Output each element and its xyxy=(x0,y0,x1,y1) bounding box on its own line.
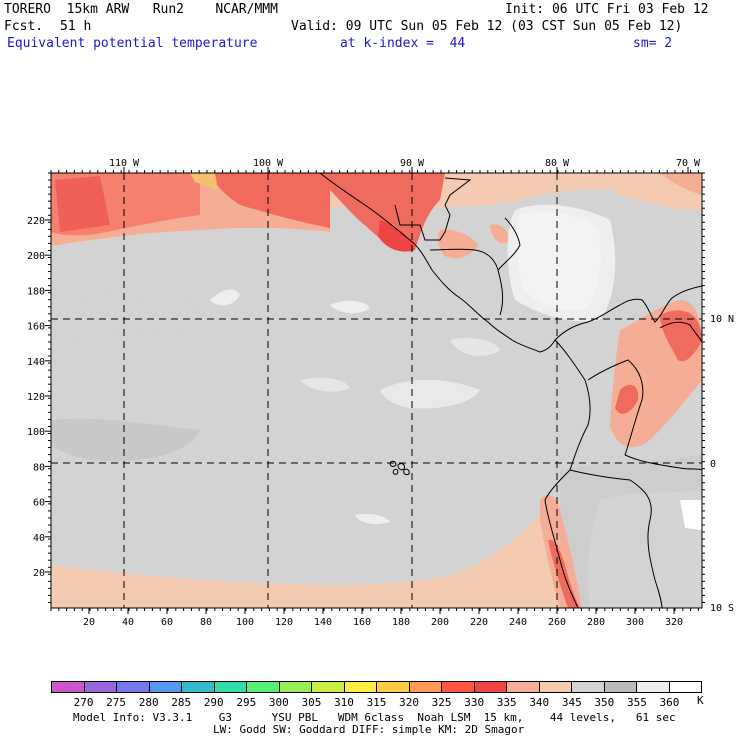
colorbar-swatch xyxy=(572,682,605,692)
x-tick-label: 40 xyxy=(122,617,134,628)
colorbar-swatch xyxy=(637,682,670,692)
longitude-label: 70 W xyxy=(676,158,701,169)
colorbar-swatch xyxy=(149,682,182,692)
shaded-field xyxy=(51,173,702,608)
colorbar-swatch xyxy=(117,682,150,692)
colorbar-level-label: 300 xyxy=(268,696,289,709)
colorbar-swatch xyxy=(279,682,312,692)
y-tick-label: 100 xyxy=(27,427,45,438)
colorbar-swatch xyxy=(539,682,572,692)
x-tick-label: 100 xyxy=(236,617,254,628)
colorbar-level-label: 270 xyxy=(73,696,94,709)
colorbar-swatch xyxy=(214,682,247,692)
longitude-label: 100 W xyxy=(253,158,284,169)
colorbar-swatch xyxy=(442,682,475,692)
y-tick-label: 180 xyxy=(27,286,45,297)
x-tick-label: 20 xyxy=(83,617,95,628)
x-tick-label: 320 xyxy=(665,617,683,628)
forecast-hour: 51 h xyxy=(60,19,92,34)
longitude-label: 110 W xyxy=(109,158,140,169)
latitude-label: 0 xyxy=(710,459,716,470)
colorbar-swatch xyxy=(182,682,215,692)
physics-info: LW: Godd SW: Goddard DIFF: simple KM: 2D… xyxy=(213,723,525,736)
x-tick-label: 160 xyxy=(353,617,371,628)
model-info: Model Info: V3.3.1 G3 YSU PBL WDM 6class… xyxy=(73,711,676,724)
y-tick-label: 200 xyxy=(27,251,45,262)
map-frame xyxy=(50,172,703,609)
axis-ticks xyxy=(45,167,705,614)
colorbar-level-label: 305 xyxy=(301,696,322,709)
lat-lon-gridlines xyxy=(51,173,702,608)
y-tick-label: 40 xyxy=(33,533,45,544)
colorbar-level-label: 310 xyxy=(334,696,354,709)
x-tick-label: 80 xyxy=(200,617,212,628)
colorbar-level-label: 290 xyxy=(203,696,224,709)
x-tick-label: 280 xyxy=(587,617,605,628)
y-tick-label: 120 xyxy=(27,392,45,403)
coastline-borders xyxy=(319,173,702,608)
x-tick-label: 60 xyxy=(161,617,173,628)
colorbar-level-label: 345 xyxy=(561,696,582,709)
longitude-label: 90 W xyxy=(400,158,425,169)
colorbar-level-label: 320 xyxy=(399,696,419,709)
colorbar-level-label: 360 xyxy=(659,696,680,709)
colorbar-swatch xyxy=(409,682,442,692)
colorbar-swatch xyxy=(604,682,637,692)
y-tick-label: 60 xyxy=(33,498,45,509)
colorbar-swatch xyxy=(344,682,377,692)
y-tick-label: 80 xyxy=(33,462,45,473)
model-run-title: TORERO 15km ARW Run2 NCAR/MMM xyxy=(4,2,278,17)
y-tick-label: 220 xyxy=(27,216,45,227)
latitude-label: 10 N xyxy=(710,314,734,325)
colorbar-level-label: 355 xyxy=(626,696,647,709)
colorbar-swatch xyxy=(474,682,507,692)
y-tick-label: 20 xyxy=(33,568,45,579)
init-time: Init: 06 UTC Fri 03 Feb 12 xyxy=(505,2,709,17)
axis-tick-labels: 20 40 60 80 100 120 140 160 180 200 220 240 260 280 30… xyxy=(27,158,734,628)
colorbar-level-label: 285 xyxy=(171,696,192,709)
colorbar-level-label: 340 xyxy=(529,696,550,709)
forecast-label: Fcst. xyxy=(4,19,44,34)
colorbar-swatch xyxy=(377,682,410,692)
colorbar-swatch xyxy=(247,682,280,692)
latitude-label: 10 S xyxy=(710,603,734,614)
field-name: Equivalent potential temperature xyxy=(7,36,258,51)
longitude-label: 80 W xyxy=(545,158,570,169)
valid-time: Valid: 09 UTC Sun 05 Feb 12 (03 CST Sun … xyxy=(291,19,683,34)
x-tick-label: 120 xyxy=(275,617,293,628)
colorbar-swatch xyxy=(312,682,345,692)
colorbar xyxy=(51,681,702,693)
level-info: at k-index = 44 xyxy=(340,36,466,51)
colorbar-swatch xyxy=(669,682,701,692)
colorbar-level-label: 350 xyxy=(594,696,615,709)
colorbar-level-label: 280 xyxy=(138,696,159,709)
x-tick-label: 200 xyxy=(431,617,449,628)
x-tick-label: 180 xyxy=(392,617,410,628)
colorbar-level-label: 275 xyxy=(106,696,127,709)
smoothing-info: sm= 2 xyxy=(633,36,673,51)
colorbar-level-label: 325 xyxy=(431,696,452,709)
colorbar-swatch xyxy=(507,682,540,692)
colorbar-swatch xyxy=(84,682,117,692)
x-tick-label: 300 xyxy=(626,617,644,628)
x-tick-label: 240 xyxy=(509,617,527,628)
colorbar-level-label: 330 xyxy=(464,696,485,709)
y-tick-label: 160 xyxy=(27,322,45,333)
colorbar-level-label: 335 xyxy=(496,696,517,709)
colorbar-level-label: 315 xyxy=(366,696,387,709)
y-tick-label: 140 xyxy=(27,357,45,368)
x-tick-label: 140 xyxy=(314,617,332,628)
colorbar-unit: K xyxy=(697,694,704,707)
colorbar-level-label: 295 xyxy=(236,696,257,709)
x-tick-label: 220 xyxy=(470,617,488,628)
x-tick-label: 260 xyxy=(548,617,566,628)
colorbar-swatch xyxy=(52,682,85,692)
